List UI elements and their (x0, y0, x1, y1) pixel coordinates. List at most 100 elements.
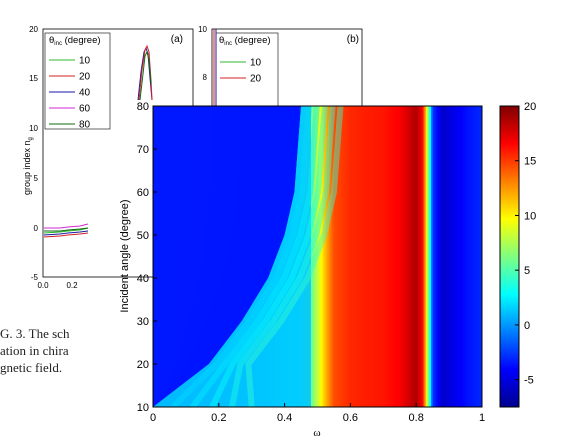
heatmap-cell (398, 106, 401, 407)
heatmap-cell (381, 106, 384, 407)
heatmap-cell (330, 106, 333, 407)
heatmap-cell (457, 106, 460, 407)
heatmap-cell (409, 106, 412, 407)
panel-a-ytick: -5 (31, 273, 39, 282)
panel-a-ytick: 10 (29, 124, 38, 133)
heatmap-cell (310, 106, 314, 407)
upper-left-contour (153, 106, 242, 407)
contour-band (245, 106, 344, 407)
heatmap-cell (419, 106, 422, 407)
heatmap-cell (416, 106, 419, 407)
panel-a-ylabel: group index ng (22, 137, 34, 195)
heatmap-cell (320, 106, 324, 407)
heatmap-cell (371, 106, 375, 407)
heatmap-cell (353, 106, 356, 407)
heatmap-cell (477, 106, 480, 407)
heatmap-cell (406, 106, 409, 407)
lower-region (153, 106, 311, 407)
heatmap-cell (325, 106, 328, 407)
heatmap-cell (335, 106, 338, 407)
heatmap-cell (391, 106, 394, 407)
colorbar-tick-label: 0 (524, 320, 530, 332)
heatmap-cell (393, 106, 396, 407)
heatmap-cell (386, 106, 389, 407)
y-tick-label: 70 (137, 144, 149, 156)
heatmap-cell (412, 106, 416, 407)
contour-band (190, 106, 320, 407)
heatmap-cell (447, 106, 450, 407)
heatmap-cell (437, 106, 440, 407)
heatmap-cell (478, 106, 481, 407)
colorbar-tick-label: 20 (524, 101, 536, 113)
heatmap-cell (337, 106, 340, 407)
heatmap-cell (368, 106, 371, 407)
heatmap-cell (333, 106, 337, 407)
heatmap-cell (429, 106, 432, 407)
heatmap-cell (432, 106, 435, 407)
upper-left-region (153, 106, 302, 407)
legend-label: 40 (79, 88, 91, 99)
heatmap-cell (383, 106, 386, 407)
heatmap-cell (445, 106, 449, 407)
heatmap-cell (465, 106, 468, 407)
heatmap-cell (380, 106, 383, 407)
legend-label: 20 (250, 74, 262, 85)
colorbar-tick-label: 15 (524, 156, 536, 168)
panel-b-legend-title: θinc (degree) (219, 35, 271, 47)
heatmap-cell (472, 106, 475, 407)
y-tick-label: 30 (137, 316, 149, 328)
y-tick-label: 20 (137, 359, 149, 371)
y-tick-label: 40 (137, 273, 149, 285)
heatmap-cell (399, 106, 402, 407)
panel-a-legend-title: θinc (degree) (49, 35, 101, 47)
contour-band (209, 106, 328, 407)
legend-label: 10 (250, 58, 262, 69)
panel-a-legend (44, 32, 111, 130)
heatmap-cell (363, 106, 366, 407)
heatmap-cell (396, 106, 399, 407)
heatmap-cell (348, 106, 351, 407)
heatmap-cell (384, 106, 388, 407)
background-panel-b: (b) θinc (degree) 10 20 10 8 (198, 25, 363, 110)
heatmap-cell (434, 106, 437, 407)
heatmap-cell (352, 106, 355, 407)
panel-a-xtick: 0.2 (66, 281, 78, 290)
upper-left-contour (153, 106, 272, 407)
contour-band (170, 106, 312, 407)
heatmap-cell (332, 106, 335, 407)
heatmap-cell (356, 106, 360, 407)
caption-line: G. 3. The sch (0, 326, 70, 341)
heatmap-cell (342, 106, 345, 407)
x-tick-label: 0.8 (409, 412, 424, 424)
panel-a-ytick: 0 (34, 224, 39, 233)
heatmap-cell (473, 106, 477, 407)
contour-band (229, 106, 336, 407)
heatmap-cell (314, 106, 317, 407)
heatmap-cell (315, 106, 319, 407)
upper-left-contour (153, 106, 213, 407)
y-tick-label: 80 (137, 101, 149, 113)
heatmap-cell (407, 106, 411, 407)
heatmap-cell (449, 106, 452, 407)
panel-b-label: (b) (347, 34, 359, 45)
heatmap-cell (358, 106, 361, 407)
heatmap-cell (468, 106, 472, 407)
heatmap-cell (480, 106, 482, 407)
panel-a-label: (a) (171, 34, 183, 45)
heatmap-cell (444, 106, 447, 407)
heatmap-cell (338, 106, 342, 407)
heatmap-cell (455, 106, 458, 407)
heatmap-cell (475, 106, 478, 407)
heatmap-cell (427, 106, 430, 407)
heatmap-cell (317, 106, 320, 407)
heatmap-cell (462, 106, 465, 407)
heatmap-cell (440, 106, 444, 407)
x-tick-label: 0.4 (277, 412, 292, 424)
heatmap-cell (361, 106, 365, 407)
legend-label: 20 (79, 72, 91, 83)
heatmap-cell (389, 106, 393, 407)
x-tick-label: 0.6 (343, 412, 358, 424)
heatmap-cell (422, 106, 426, 407)
heatmap-cell (421, 106, 424, 407)
